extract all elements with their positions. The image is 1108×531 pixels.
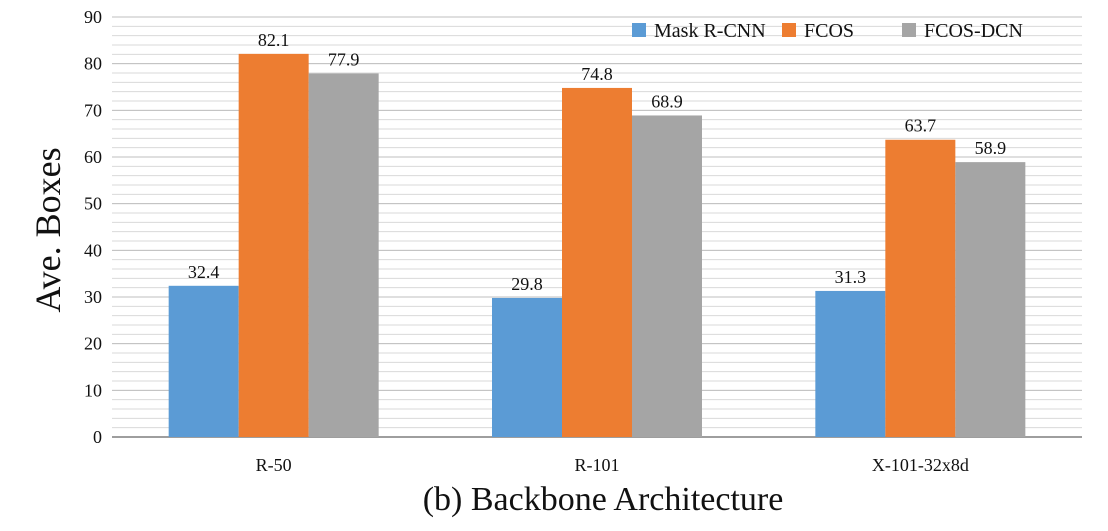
- legend-label: Mask R-CNN: [654, 20, 766, 42]
- data-label: 63.7: [905, 116, 937, 136]
- bar-fcos-dcn-2: [955, 162, 1026, 437]
- bar-mask-r-cnn-2: [815, 290, 886, 437]
- legend: Mask R-CNN FCOS FCOS-DCN: [632, 20, 1023, 42]
- x-tick-label: X-101-32x8d: [872, 455, 969, 475]
- legend-swatch: [632, 23, 646, 37]
- y-tick-label: 50: [84, 194, 102, 214]
- bar-mask-r-cnn-0: [168, 285, 239, 437]
- y-axis-title: Ave. Boxes: [28, 147, 68, 312]
- bar-fcos-dcn-1: [632, 115, 702, 437]
- y-tick-label: 80: [84, 54, 102, 74]
- legend-swatch: [902, 23, 916, 37]
- legend-swatch: [782, 23, 796, 37]
- legend-label: FCOS-DCN: [924, 20, 1023, 42]
- bar-fcos-2: [885, 139, 956, 437]
- y-tick-label: 70: [84, 100, 102, 120]
- data-label: 82.1: [258, 30, 290, 50]
- data-label: 58.9: [975, 138, 1007, 158]
- bar-mask-r-cnn-1: [492, 297, 562, 437]
- data-label: 77.9: [328, 49, 360, 69]
- y-tick-label: 20: [84, 334, 102, 354]
- y-tick-label: 40: [84, 240, 102, 260]
- bar-fcos-1: [562, 87, 632, 437]
- y-tick-label: 90: [84, 7, 102, 27]
- y-tick-label: 30: [84, 287, 102, 307]
- data-label: 68.9: [651, 91, 683, 111]
- y-tick-label: 0: [93, 427, 102, 447]
- bars: [168, 53, 1026, 437]
- bar-fcos-dcn-0: [308, 73, 379, 437]
- y-tick-label: 10: [84, 380, 102, 400]
- data-label: 29.8: [511, 274, 543, 294]
- data-label: 74.8: [581, 64, 613, 84]
- x-tick-label: R-101: [575, 455, 620, 475]
- bar-fcos-0: [238, 53, 309, 437]
- x-axis-title: (b) Backbone Architecture: [423, 481, 784, 518]
- data-label: 32.4: [188, 262, 220, 282]
- data-label: 31.3: [835, 267, 867, 287]
- y-tick-label: 60: [84, 147, 102, 167]
- data-labels: 32.4 82.1 77.9 29.8 74.8 68.9 31.3 63.7 58.9: [188, 30, 1006, 294]
- legend-label: FCOS: [804, 20, 854, 42]
- x-tick-label: R-50: [256, 455, 292, 475]
